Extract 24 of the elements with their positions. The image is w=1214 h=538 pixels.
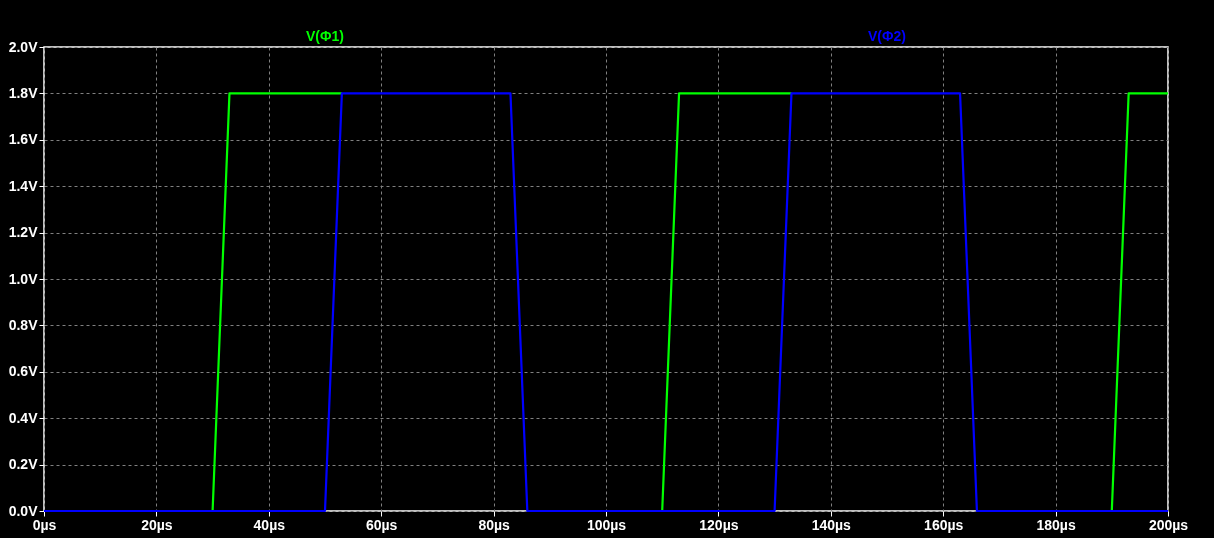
text: V(Φ2) [868, 28, 906, 44]
x-tick-label: 60µs [365, 516, 398, 533]
y-tick-label: 1.8V [8, 84, 39, 101]
y-tick-label: 0.0V [8, 502, 39, 519]
y-tick-label: 0.4V [8, 409, 39, 426]
y-tick-label: 0.8V [8, 316, 39, 333]
x-tick-label: 120µs [699, 516, 739, 533]
y-tick-label: 1.2V [8, 224, 39, 241]
x-tick-label: 80µs [478, 516, 511, 533]
y-tick-label: 0.2V [8, 456, 39, 473]
y-tick-label: 1.0V [8, 270, 39, 287]
y-tick-label: 2.0V [8, 38, 39, 55]
y-tick-label: 1.4V [8, 177, 39, 194]
y-tick-label: 1.6V [8, 131, 39, 148]
x-tick-label: 40µs [253, 516, 286, 533]
y-tick-label: 0.6V [8, 363, 39, 380]
x-tick-label: 160µs [924, 516, 964, 533]
x-tick-label: 100µs [586, 516, 627, 533]
x-tick-label: 0µs [32, 516, 57, 533]
x-tick-label: 20µs [141, 516, 173, 533]
x-tick-label: 180µs [1036, 516, 1076, 533]
x-tick-label: 140µs [811, 516, 852, 533]
text: V(Φ1) [306, 28, 344, 44]
x-tick-label: 200µs [1148, 516, 1189, 533]
